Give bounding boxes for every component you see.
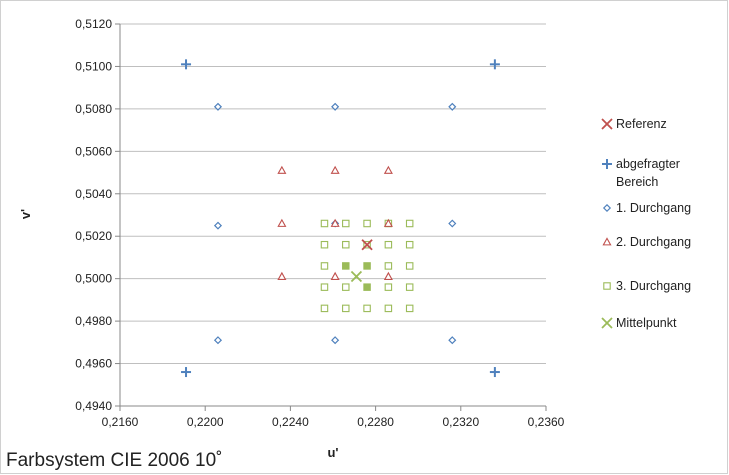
gridlines bbox=[120, 23, 546, 365]
x-tick-label: 0,2200 bbox=[187, 415, 224, 429]
point-1-durchgang bbox=[213, 336, 223, 345]
legend-label-abgefragter: abgefragter bbox=[616, 157, 680, 171]
legend-label-mittelpunkt: Mittelpunkt bbox=[616, 316, 677, 330]
x-tick-label: 0,2360 bbox=[528, 415, 565, 429]
legend-label-abgefragter: Bereich bbox=[616, 175, 658, 189]
point-3-durchgang bbox=[405, 240, 414, 249]
point-1-durchgang bbox=[213, 102, 223, 111]
x-tick-labels: 0,2160 0,2200 0,2240 0,2280 0,2320 0,2360 bbox=[102, 415, 565, 429]
x-tick-label: 0,2160 bbox=[102, 415, 139, 429]
point-1-durchgang bbox=[213, 221, 223, 230]
chart-caption: Farbsystem CIE 2006 10˚ bbox=[6, 450, 222, 471]
point-3-durchgang bbox=[320, 262, 329, 270]
legend-marker-3-durchgang bbox=[603, 282, 611, 290]
y-tick-label: 0,5000 bbox=[75, 272, 112, 286]
point-2-durchgang bbox=[330, 218, 340, 227]
point-2-durchgang bbox=[330, 165, 340, 174]
x-axis-label: u' bbox=[327, 445, 338, 460]
legend-marker-2-durchgang bbox=[602, 237, 612, 246]
point-3-durchgang bbox=[320, 283, 329, 291]
legend-marker-referenz bbox=[601, 118, 613, 130]
point-3-durchgang bbox=[384, 240, 393, 249]
point-3-durchgang bbox=[363, 219, 371, 228]
legend-label-referenz: Referenz bbox=[616, 117, 667, 131]
point-2-durchgang bbox=[277, 165, 287, 174]
y-tick-label: 0,4960 bbox=[75, 357, 112, 371]
point-abgefragter bbox=[181, 59, 192, 70]
legend-marker-mittelpunkt bbox=[601, 317, 613, 329]
legend-marker-1-durchgang bbox=[602, 203, 612, 213]
point-3-durchgang bbox=[405, 262, 414, 270]
y-tick-label: 0,4940 bbox=[75, 399, 112, 413]
y-tick-label: 0,5120 bbox=[75, 17, 112, 31]
legend-marker-abgefragter bbox=[602, 159, 612, 169]
y-axis-label: v' bbox=[18, 209, 33, 219]
point-3-durchgang bbox=[405, 304, 414, 313]
legend-label-1-durchgang: 1. Durchgang bbox=[616, 201, 691, 215]
x-tick-label: 0,2320 bbox=[442, 415, 479, 429]
axes bbox=[115, 23, 547, 411]
legend-label-3-durchgang: 3. Durchgang bbox=[616, 279, 691, 293]
point-3-durchgang bbox=[342, 219, 350, 228]
y-tick-label: 0,5080 bbox=[75, 102, 112, 116]
point-abgefragter bbox=[181, 367, 192, 378]
point-3-durchgang bbox=[320, 240, 329, 249]
y-tick-label: 0,5020 bbox=[75, 229, 112, 243]
data-points bbox=[181, 59, 500, 378]
point-3-durchgang bbox=[320, 304, 329, 313]
point-3-durchgang bbox=[384, 283, 393, 291]
point-3-durchgang bbox=[320, 219, 329, 228]
x-tick-label: 0,2240 bbox=[272, 415, 309, 429]
point-3-durchgang bbox=[342, 304, 350, 313]
y-tick-label: 0,5040 bbox=[75, 187, 112, 201]
point-1-durchgang bbox=[331, 102, 340, 111]
point-1-durchgang bbox=[448, 336, 457, 345]
point-2-durchgang bbox=[277, 218, 287, 227]
point-referenz bbox=[361, 239, 373, 251]
point-3-durchgang bbox=[363, 304, 371, 313]
point-3-durchgang bbox=[342, 283, 350, 291]
y-tick-labels: 0,4940 0,4960 0,4980 0,5000 0,5020 0,5040 0,50… bbox=[75, 17, 112, 413]
x-tick-label: 0,2280 bbox=[357, 415, 394, 429]
point-1-durchgang bbox=[448, 219, 457, 228]
point-abgefragter bbox=[489, 367, 500, 378]
y-tick-label: 0,5100 bbox=[75, 59, 112, 73]
point-2-durchgang bbox=[277, 271, 287, 280]
legend: Referenz abgefragter Bereich 1. Durchgang 2.… bbox=[601, 117, 691, 330]
point-3-durchgang bbox=[363, 283, 371, 291]
point-1-durchgang bbox=[331, 336, 340, 345]
point-3-durchgang bbox=[405, 283, 414, 291]
point-mittelpunkt bbox=[350, 270, 363, 283]
point-2-durchgang bbox=[383, 165, 393, 174]
point-1-durchgang bbox=[448, 102, 457, 111]
y-tick-label: 0,5060 bbox=[75, 144, 112, 158]
point-3-durchgang bbox=[342, 240, 350, 249]
point-3-durchgang bbox=[384, 304, 393, 313]
point-3-durchgang bbox=[405, 219, 414, 228]
point-2-durchgang bbox=[383, 271, 393, 280]
legend-label-2-durchgang: 2. Durchgang bbox=[616, 235, 691, 249]
point-3-durchgang bbox=[363, 262, 371, 270]
point-2-durchgang bbox=[383, 218, 393, 227]
y-tick-label: 0,4980 bbox=[75, 314, 112, 328]
point-3-durchgang bbox=[384, 262, 393, 270]
point-2-durchgang bbox=[330, 271, 340, 280]
point-abgefragter bbox=[489, 59, 500, 70]
point-3-durchgang bbox=[342, 262, 350, 270]
